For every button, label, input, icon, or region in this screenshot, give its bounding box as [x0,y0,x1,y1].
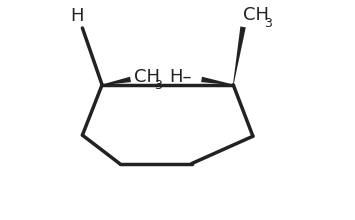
Polygon shape [102,77,131,85]
Text: CH: CH [134,68,160,86]
Text: 3: 3 [264,17,272,30]
Text: 3: 3 [154,79,163,92]
Text: CH: CH [243,6,269,24]
Text: H: H [70,7,83,25]
Text: H–: H– [169,68,192,86]
Polygon shape [201,77,233,85]
Polygon shape [233,26,246,85]
